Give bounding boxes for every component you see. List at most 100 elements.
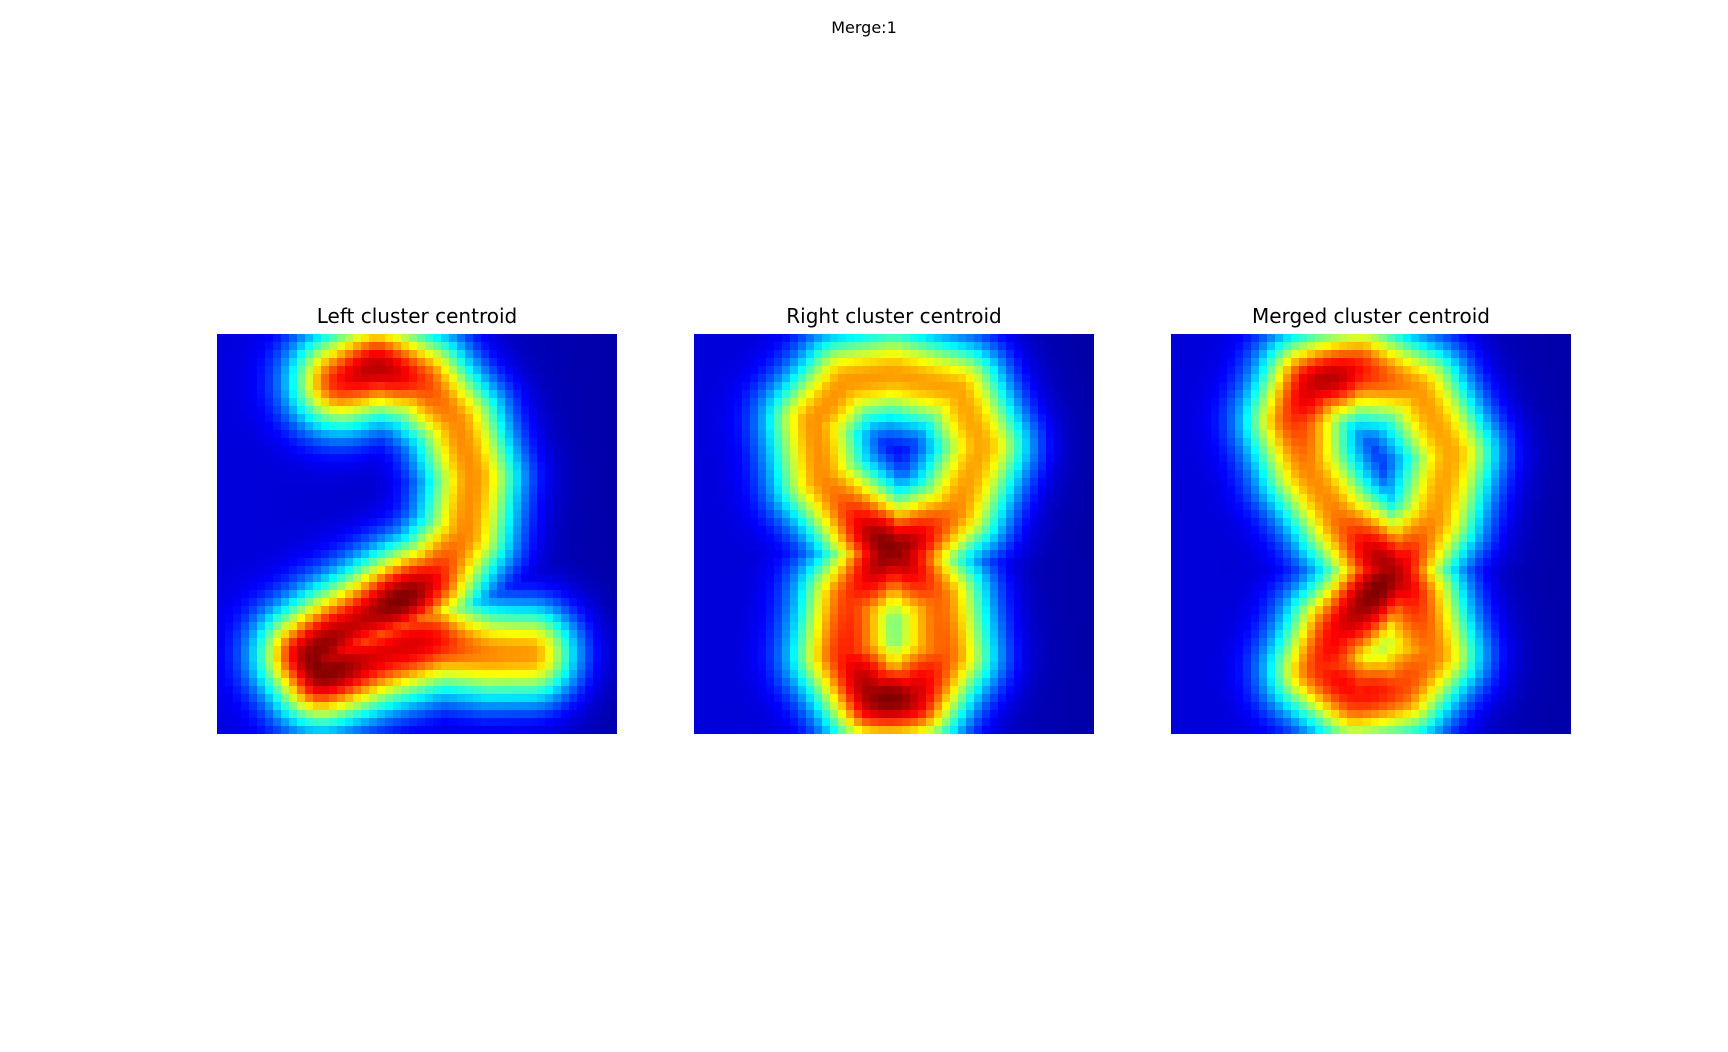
heatmap-cell <box>974 406 983 415</box>
heatmap-cell <box>974 382 983 391</box>
heatmap-cell <box>950 582 959 591</box>
heatmap-cell <box>337 718 346 727</box>
heatmap-cell <box>321 398 330 407</box>
heatmap-cell <box>225 606 234 615</box>
heatmap-cell <box>790 366 799 375</box>
heatmap-cell <box>241 550 250 559</box>
heatmap-cell <box>990 542 999 551</box>
heatmap-cell <box>577 702 586 711</box>
heatmap-cell <box>561 406 570 415</box>
heatmap-cell <box>465 382 474 391</box>
heatmap-cell <box>345 342 354 351</box>
heatmap-cell <box>742 446 751 455</box>
heatmap-cell <box>766 478 775 487</box>
heatmap-cell <box>950 542 959 551</box>
heatmap-cell <box>609 678 617 687</box>
heatmap-cell <box>521 710 530 719</box>
heatmap-cell <box>329 726 338 734</box>
heatmap-cell <box>225 494 234 503</box>
heatmap-cell <box>1062 422 1071 431</box>
heatmap-cell <box>425 510 434 519</box>
heatmap-cell <box>830 702 839 711</box>
heatmap-cell <box>217 494 226 503</box>
heatmap-cell <box>433 534 442 543</box>
heatmap-cell <box>942 494 951 503</box>
heatmap-cell <box>529 542 538 551</box>
heatmap-cell <box>926 558 935 567</box>
heatmap-cell <box>998 566 1007 575</box>
heatmap-cell <box>537 518 546 527</box>
heatmap-cell <box>734 406 743 415</box>
heatmap-cell <box>377 406 386 415</box>
heatmap-cell <box>934 550 943 559</box>
heatmap-cell <box>710 478 719 487</box>
heatmap-cell <box>305 534 314 543</box>
heatmap-cell <box>545 694 554 703</box>
heatmap-cell <box>505 710 514 719</box>
heatmap-cell <box>1022 438 1031 447</box>
heatmap-cell <box>553 566 562 575</box>
heatmap-cell <box>241 342 250 351</box>
heatmap-cell <box>521 582 530 591</box>
heatmap-cell <box>249 422 258 431</box>
heatmap-cell <box>497 614 506 623</box>
heatmap-cell <box>241 702 250 711</box>
heatmap-cell <box>886 670 895 679</box>
heatmap-cell <box>1054 478 1063 487</box>
heatmap-cell <box>489 366 498 375</box>
heatmap-cell <box>814 598 823 607</box>
heatmap-cell <box>854 646 863 655</box>
heatmap-cell <box>393 462 402 471</box>
heatmap-cell <box>862 566 871 575</box>
heatmap-cell <box>758 414 767 423</box>
heatmap-cell <box>830 598 839 607</box>
heatmap-cell <box>798 382 807 391</box>
heatmap-cell <box>854 726 863 734</box>
heatmap-cell <box>529 574 538 583</box>
heatmap-cell <box>481 446 490 455</box>
heatmap-cell <box>886 406 895 415</box>
heatmap-cell <box>782 462 791 471</box>
heatmap-cell <box>1046 550 1055 559</box>
heatmap-cell <box>966 702 975 711</box>
heatmap-cell <box>297 638 306 647</box>
heatmap-cell <box>601 678 610 687</box>
heatmap-cell <box>822 646 831 655</box>
heatmap-cell <box>577 718 586 727</box>
heatmap-cell <box>798 334 807 343</box>
heatmap-cell <box>1030 406 1039 415</box>
heatmap-cell <box>409 662 418 671</box>
heatmap-cell <box>1038 382 1047 391</box>
heatmap-cell <box>798 582 807 591</box>
heatmap-cell <box>854 670 863 679</box>
heatmap-cell <box>457 470 466 479</box>
heatmap-cell <box>345 550 354 559</box>
heatmap-cell <box>521 590 530 599</box>
heatmap-cell <box>321 678 330 687</box>
heatmap-cell <box>846 510 855 519</box>
heatmap-cell <box>758 654 767 663</box>
heatmap-cell <box>798 550 807 559</box>
heatmap-cell <box>734 726 743 734</box>
heatmap-cell <box>281 382 290 391</box>
heatmap-cell <box>609 430 617 439</box>
heatmap-cell <box>942 614 951 623</box>
heatmap-cell <box>742 366 751 375</box>
heatmap-cell <box>425 438 434 447</box>
heatmap-cell <box>830 574 839 583</box>
heatmap-cell <box>1014 542 1023 551</box>
heatmap-cell <box>1022 454 1031 463</box>
heatmap-cell <box>1038 366 1047 375</box>
heatmap-cell <box>473 614 482 623</box>
heatmap-cell <box>289 398 298 407</box>
heatmap-cell <box>854 678 863 687</box>
heatmap-cell <box>249 598 258 607</box>
heatmap-cell <box>798 374 807 383</box>
heatmap-cell <box>417 662 426 671</box>
heatmap-cell <box>942 550 951 559</box>
heatmap-cell <box>217 422 226 431</box>
heatmap-cell <box>569 486 578 495</box>
heatmap-cell <box>878 470 887 479</box>
heatmap-cell <box>473 686 482 695</box>
heatmap-cell <box>902 646 911 655</box>
